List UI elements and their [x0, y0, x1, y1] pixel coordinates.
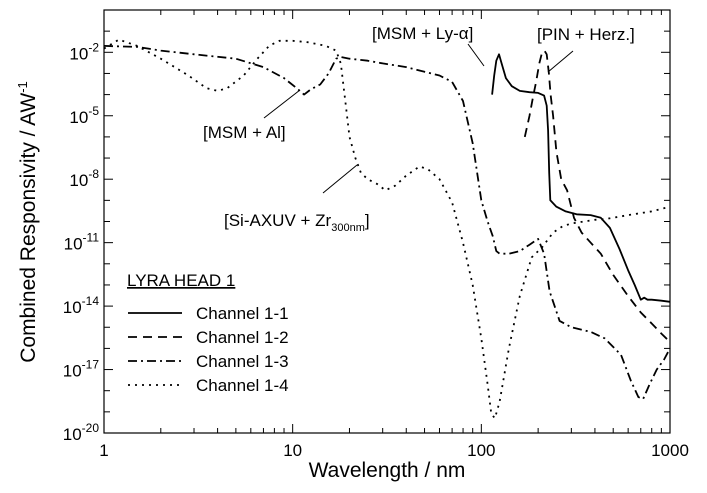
legend-title: LYRA HEAD 1 [127, 271, 235, 290]
x-tick-label: 1000 [651, 441, 689, 460]
series-layer [103, 38, 671, 420]
annotation-leader [547, 50, 574, 73]
x-tick-label: 100 [467, 441, 495, 460]
y-tick-label: 10-14 [63, 294, 100, 317]
annotation-leader [467, 43, 485, 67]
annotation-leader [322, 164, 358, 194]
y-tick-label: 10-5 [69, 104, 99, 127]
x-tick-label: 1 [99, 441, 108, 460]
y-axis: 10-2 10-5 10-8 10-11 10-14 10-17 10-20 [63, 9, 670, 444]
y-tick-label: 10-20 [63, 421, 100, 444]
legend-label-channel-1-3: Channel 1-3 [196, 352, 289, 371]
annotation-msm-ly-alpha: [MSM + Ly-α] [372, 24, 473, 43]
annotation-msm-al: [MSM + Al] [203, 123, 286, 142]
y-tick-label: 10-17 [63, 358, 100, 381]
annotation-si-axuv-zr: [Si-AXUV + Zr300nm] [224, 211, 370, 234]
series-line-channel-1-2 [523, 49, 671, 343]
y-tick-label: 10-2 [69, 40, 99, 63]
x-axis: 1 10 100 1000 [99, 10, 689, 460]
y-tick-label: 10-8 [69, 167, 99, 190]
y-axis-title: Combined Responsivity / AW-1 [15, 81, 40, 363]
annotation-leaders [263, 43, 574, 194]
plot-frame [103, 9, 671, 434]
series-line-channel-1-4 [103, 38, 671, 420]
annotation-pin-herz: [PIN + Herz.] [537, 25, 635, 44]
annotation-leader [263, 89, 301, 119]
legend: LYRA HEAD 1 Channel 1-1 Channel 1-2 Chan… [127, 271, 289, 395]
x-tick-label: 10 [283, 441, 302, 460]
legend-label-channel-1-4: Channel 1-4 [196, 376, 289, 395]
legend-label-channel-1-1: Channel 1-1 [196, 304, 289, 323]
series-line-channel-1-1 [491, 53, 671, 303]
x-axis-title: Wavelength / nm [309, 459, 466, 482]
y-tick-label: 10-11 [64, 231, 100, 254]
legend-label-channel-1-2: Channel 1-2 [196, 328, 289, 347]
series-line-channel-1-3 [103, 45, 671, 400]
